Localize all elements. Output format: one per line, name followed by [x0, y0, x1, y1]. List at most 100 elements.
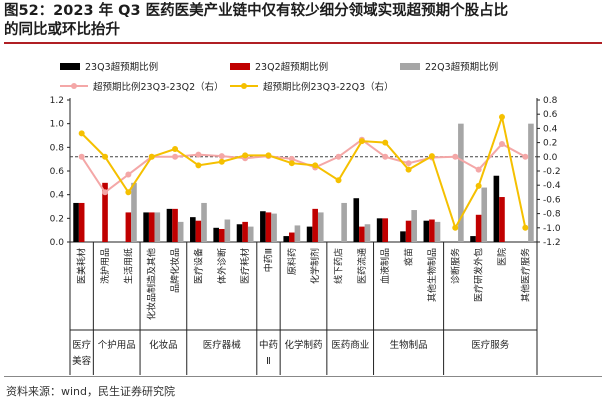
series-point — [498, 141, 505, 148]
right-tick-label: 0.0 — [543, 153, 558, 163]
series-point — [428, 153, 435, 160]
bar — [236, 224, 243, 242]
bar — [131, 182, 137, 242]
group-label: 医疗 — [72, 339, 92, 351]
legend-label: 超预期比例23Q3-23Q2（右） — [93, 81, 224, 93]
series-point — [172, 145, 179, 152]
group-label: 化学制药 — [284, 339, 322, 351]
bar — [528, 123, 534, 242]
series-point — [382, 139, 389, 146]
category-label: 化妆品制造及其他 — [146, 248, 158, 320]
category-label: 线下药店 — [333, 248, 345, 284]
right-tick-label: 0.4 — [543, 124, 558, 134]
bar — [271, 213, 277, 242]
series-point — [172, 153, 179, 160]
bar — [260, 211, 266, 242]
right-tick-label: -1.2 — [543, 238, 561, 248]
group-label: 生物制品 — [390, 339, 428, 351]
series-point — [405, 166, 412, 173]
legend: 23Q3超预期比例 23Q2超预期比例 22Q3超预期比例超预期比例23Q3-23Q… — [60, 61, 498, 93]
bar — [190, 217, 196, 242]
series-point — [242, 152, 249, 159]
bar — [224, 219, 231, 242]
chart-title: 图52：2023 年 Q3 医药医美产业链中仅有较少细分领域实现超预期个股占比 … — [4, 2, 604, 40]
left-tick-label: 1.0 — [50, 120, 65, 130]
category-label: 其他生物制品 — [426, 248, 438, 302]
right-tick-label: -1.0 — [543, 224, 561, 234]
legend-swatch-bar — [60, 63, 80, 70]
series-point — [452, 224, 459, 231]
series-point — [522, 153, 529, 160]
bar — [481, 187, 488, 242]
bar — [429, 219, 435, 242]
bar — [364, 224, 371, 242]
series-point — [125, 189, 132, 196]
series-point — [358, 138, 365, 145]
right-tick-label: -0.4 — [543, 181, 561, 191]
bar — [166, 208, 173, 242]
right-tick-label: 0.8 — [543, 96, 558, 106]
series-point — [522, 224, 529, 231]
lines — [78, 113, 529, 231]
legend-swatch-marker — [71, 83, 77, 89]
series-point — [452, 153, 459, 160]
bar — [359, 226, 365, 242]
title-line-2: 的同比或环比抬升 — [4, 22, 120, 38]
bar — [434, 221, 441, 242]
title-rule — [4, 42, 602, 44]
legend-label: 22Q3超预期比例 — [425, 61, 498, 73]
series-point — [102, 189, 109, 196]
bar — [78, 202, 85, 242]
category-label: 疫苗 — [403, 248, 415, 266]
bar — [493, 175, 500, 242]
bar — [283, 236, 290, 242]
bar — [143, 212, 149, 242]
category-label: 医药流通 — [356, 248, 368, 284]
category-label: 体外诊断 — [216, 248, 228, 284]
bar — [475, 214, 482, 242]
group-label: 中药 — [259, 339, 278, 351]
series-point — [498, 114, 505, 121]
legend-label: 23Q3超预期比例 — [85, 61, 158, 73]
bar — [265, 212, 272, 242]
bar — [458, 123, 464, 242]
group-label: Ⅱ — [266, 356, 271, 367]
series-line — [80, 113, 527, 231]
series-point — [218, 153, 225, 160]
left-tick-label: 0.8 — [50, 143, 65, 153]
bar — [201, 202, 207, 242]
category-label: 血液制品 — [379, 248, 391, 284]
group-label: 美容 — [72, 355, 92, 367]
legend-swatch-marker — [241, 83, 247, 89]
bars — [73, 123, 534, 242]
group-label: 医药商业 — [331, 339, 369, 351]
series-point — [382, 153, 389, 160]
right-tick-label: -0.8 — [543, 210, 561, 220]
series-point — [195, 151, 202, 158]
series-point — [78, 153, 85, 160]
bar — [102, 182, 108, 242]
series-point — [312, 162, 319, 169]
left-tick-label: 0.6 — [50, 167, 65, 177]
bar — [353, 198, 360, 242]
bar — [376, 218, 383, 242]
series-point — [475, 166, 482, 173]
bar — [154, 212, 161, 242]
bar — [172, 208, 178, 242]
bar — [177, 221, 184, 242]
bar — [341, 202, 347, 242]
right-tick-label: -0.2 — [543, 167, 561, 177]
group-label: 医疗服务 — [471, 339, 510, 351]
bar — [294, 225, 301, 242]
series-point — [475, 182, 482, 189]
series-point — [195, 162, 202, 169]
bar — [312, 208, 318, 242]
legend-label: 23Q2超预期比例 — [255, 61, 328, 73]
category-label: 品牌化妆品 — [169, 248, 181, 293]
series-point — [78, 130, 85, 137]
bar — [289, 232, 295, 242]
series-point — [102, 153, 109, 160]
category-label: 医美耗材 — [76, 248, 88, 284]
category-label: 原料药 — [286, 248, 298, 275]
left-tick-label: 0.4 — [50, 191, 65, 201]
